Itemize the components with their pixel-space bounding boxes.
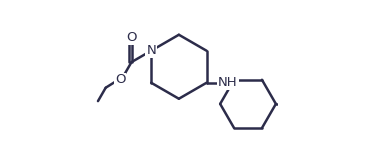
Text: O: O [126, 32, 137, 44]
Text: O: O [115, 74, 126, 86]
Text: N: N [146, 44, 156, 57]
Text: NH: NH [218, 76, 238, 89]
